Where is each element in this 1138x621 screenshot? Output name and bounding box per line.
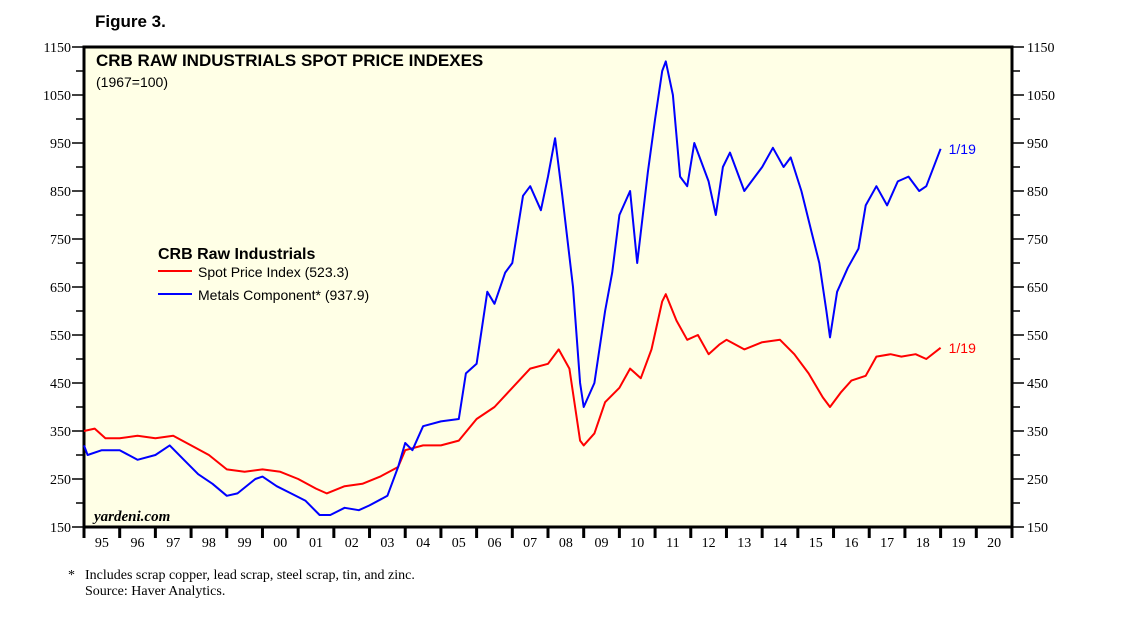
y-tick-label-left: 550 — [50, 329, 71, 344]
footnote-marker: * — [68, 568, 75, 583]
x-tick-label: 12 — [702, 536, 716, 551]
series-line-spot-price — [83, 293, 942, 495]
legend-label-metals: Metals Component* (937.9) — [198, 287, 369, 303]
figure-label: Figure 3. — [95, 12, 166, 31]
x-tick-label: 06 — [487, 536, 501, 551]
y-tick-label-left: 850 — [50, 185, 71, 200]
x-tick-label: 18 — [916, 536, 930, 551]
x-tick-label: 17 — [880, 536, 894, 551]
footnote-source: Source: Haver Analytics. — [85, 584, 226, 599]
y-tick-label-left: 250 — [50, 473, 71, 488]
x-tick-label: 97 — [166, 536, 180, 551]
end-label-metals: 1/19 — [949, 141, 976, 157]
series-line-metals — [83, 60, 942, 516]
legend-label-spot: Spot Price Index (523.3) — [198, 264, 349, 280]
x-tick-label: 08 — [559, 536, 573, 551]
x-tick-label: 14 — [773, 536, 787, 551]
x-tick-label: 11 — [666, 536, 679, 551]
x-tick-label: 01 — [309, 536, 323, 551]
y-tick-label-left: 650 — [50, 281, 71, 296]
x-tick-label: 99 — [238, 536, 252, 551]
x-tick-label: 95 — [95, 536, 109, 551]
legend: CRB Raw Industrials Spot Price Index (52… — [158, 246, 369, 303]
y-tick-label-right: 650 — [1027, 281, 1048, 296]
x-tick-label: 00 — [273, 536, 287, 551]
x-tick-label: 19 — [951, 536, 965, 551]
y-tick-label-right: 250 — [1027, 473, 1048, 488]
y-tick-label-right: 950 — [1027, 137, 1048, 152]
y-tick-label-left: 350 — [50, 425, 71, 440]
y-tick-label-right: 1150 — [1027, 41, 1054, 56]
x-tick-label: 15 — [809, 536, 823, 551]
x-tick-label: 98 — [202, 536, 216, 551]
x-tick-label: 20 — [987, 536, 1001, 551]
x-tick-label: 16 — [844, 536, 858, 551]
x-tick-label: 04 — [416, 536, 430, 551]
x-tick-label: 02 — [345, 536, 359, 551]
y-tick-label-right: 850 — [1027, 185, 1048, 200]
x-tick-label: 96 — [131, 536, 145, 551]
y-tick-label-left: 1150 — [44, 41, 71, 56]
y-tick-label-right: 150 — [1027, 521, 1048, 536]
y-tick-label-right: 350 — [1027, 425, 1048, 440]
y-tick-label-right: 550 — [1027, 329, 1048, 344]
y-tick-label-left: 950 — [50, 137, 71, 152]
x-tick-label: 03 — [380, 536, 394, 551]
watermark: yardeni.com — [92, 509, 170, 525]
end-label-spot: 1/19 — [949, 340, 976, 356]
y-tick-label-right: 450 — [1027, 377, 1048, 392]
y-tick-label-left: 450 — [50, 377, 71, 392]
x-tick-label: 05 — [452, 536, 466, 551]
footnote-text: Includes scrap copper, lead scrap, steel… — [85, 568, 415, 583]
legend-title: CRB Raw Industrials — [158, 246, 315, 263]
y-tick-label-right: 750 — [1027, 233, 1048, 248]
y-tick-label-right: 1050 — [1027, 89, 1055, 104]
x-tick-label: 07 — [523, 536, 537, 551]
y-tick-label-left: 1050 — [43, 89, 71, 104]
y-tick-label-left: 150 — [50, 521, 71, 536]
chart-subtitle: (1967=100) — [96, 74, 168, 90]
y-tick-label-left: 750 — [50, 233, 71, 248]
chart-title: CRB RAW INDUSTRIALS SPOT PRICE INDEXES — [96, 51, 483, 70]
x-tick-label: 09 — [595, 536, 609, 551]
x-tick-label: 10 — [630, 536, 644, 551]
x-tick-label: 13 — [737, 536, 751, 551]
